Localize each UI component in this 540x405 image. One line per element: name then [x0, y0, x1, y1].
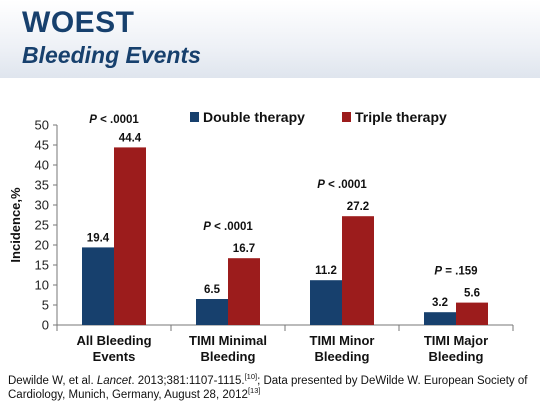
bar-value-label: 3.2 [432, 297, 448, 309]
y-tick-label: 45 [35, 138, 49, 153]
bar-value-label: 19.4 [87, 232, 110, 244]
legend-label: Triple therapy [355, 109, 447, 125]
y-tick-label: 0 [42, 318, 49, 333]
p-value-annotation: P < .0001 [317, 179, 367, 191]
citation-author: Dewilde W, et al. [8, 375, 97, 387]
y-tick-label: 50 [35, 118, 49, 133]
bar-double-therapy [196, 299, 228, 325]
bar-value-label: 44.4 [119, 132, 142, 144]
bar-value-label: 16.7 [233, 243, 255, 255]
y-tick-label: 25 [35, 218, 49, 233]
bar-triple-therapy [456, 302, 488, 325]
citation-footer: Dewilde W, et al. Lancet. 2013;381:1107-… [8, 372, 536, 402]
bar-value-label: 11.2 [315, 265, 337, 277]
category-label: Bleeding [315, 349, 370, 364]
bar-double-therapy [82, 247, 114, 325]
y-tick-label: 40 [35, 158, 49, 173]
bar-value-label: 6.5 [204, 284, 221, 296]
bar-double-therapy [424, 312, 456, 325]
category-label: TIMI Minimal [189, 333, 267, 348]
y-axis-label: Incidence,% [8, 187, 23, 263]
citation-presented: ; Data presented by DeWilde W. European … [8, 375, 528, 401]
category-label: Bleeding [201, 349, 256, 364]
y-tick-label: 10 [35, 278, 49, 293]
bar-value-label: 5.6 [464, 288, 480, 300]
citation-ref-10: [10] [244, 372, 258, 382]
legend-swatch [190, 112, 199, 122]
y-tick-label: 5 [42, 298, 49, 313]
category-label: TIMI Major [424, 333, 488, 348]
category-label: All Bleeding [76, 333, 151, 348]
bar-triple-therapy [228, 258, 260, 325]
bar-chart: 0 5 10 15 20 25 30 35 40 45 50 Incidence,% 19.4 44.4 A… [8, 109, 514, 364]
category-label: Bleeding [429, 349, 484, 364]
p-value-annotation: P < .0001 [89, 114, 139, 126]
bar-value-label: 27.2 [347, 201, 369, 213]
bar-double-therapy [310, 280, 342, 325]
slide-title: WOEST [22, 6, 135, 39]
y-tick-label: 15 [35, 258, 49, 273]
legend-label: Double therapy [203, 109, 305, 125]
slide-header: WOEST Bleeding Events [0, 0, 540, 78]
legend-swatch [342, 112, 351, 122]
p-value-annotation: P = .159 [434, 266, 477, 278]
bar-triple-therapy [114, 147, 146, 325]
slide-subtitle: Bleeding Events [22, 42, 201, 68]
citation-journal: Lancet [96, 375, 132, 387]
y-tick-label: 35 [35, 178, 49, 193]
category-label: TIMI Minor [310, 333, 375, 348]
citation-ref-13: [13] [247, 386, 261, 396]
y-tick-label: 30 [35, 198, 49, 213]
bar-triple-therapy [342, 216, 374, 325]
category-label: Events [93, 349, 136, 364]
p-value-annotation: P < .0001 [203, 221, 253, 233]
y-tick-label: 20 [35, 238, 49, 253]
citation-details: . 2013;381:1107-1115. [131, 375, 245, 387]
